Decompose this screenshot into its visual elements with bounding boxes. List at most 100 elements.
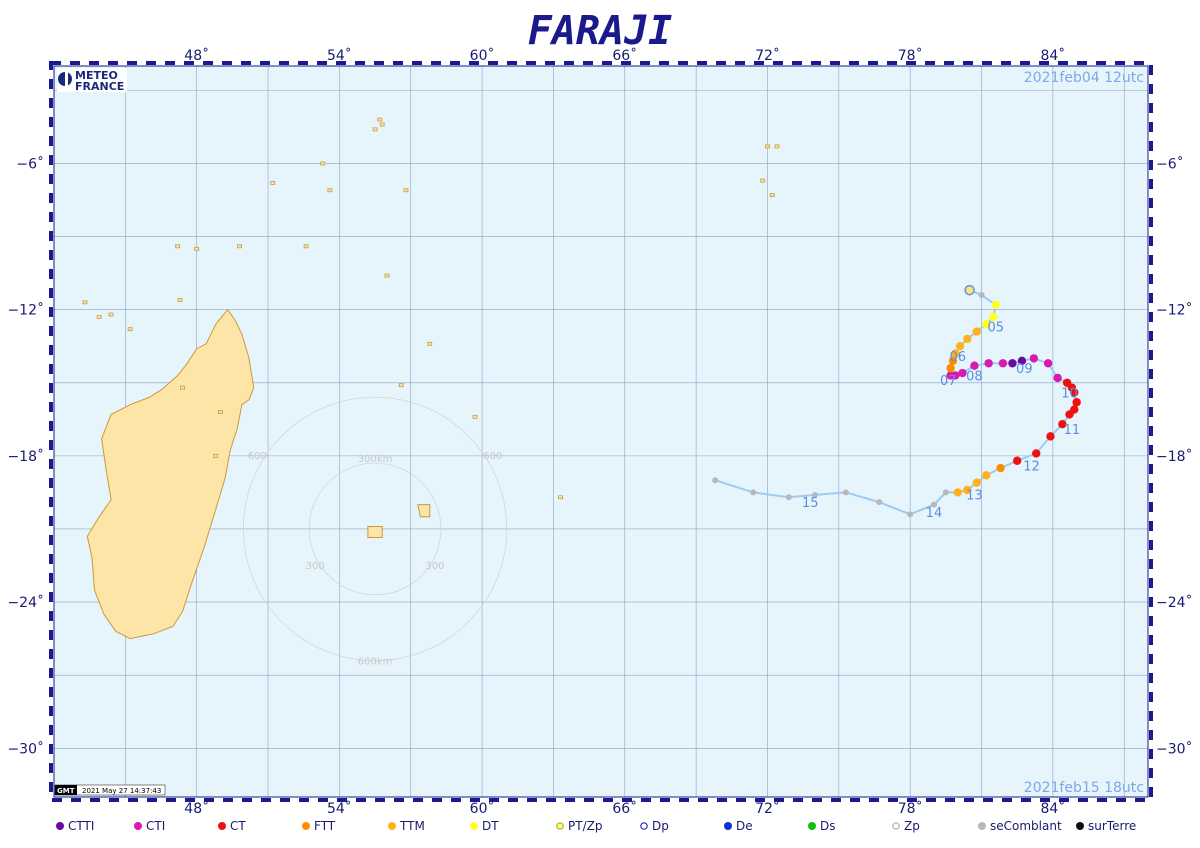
track-point-ttm: [972, 327, 981, 336]
track-point-ttm: [963, 485, 972, 495]
map-frame: [49, 61, 1153, 802]
day-label-09: 09: [1016, 362, 1033, 377]
legend-marker: [470, 822, 478, 830]
day-label-14: 14: [926, 506, 943, 521]
legend-item-pt-zp: PT/Zp: [556, 819, 602, 833]
track-point-secomblant: [750, 489, 757, 496]
day-label-07: 07: [940, 374, 957, 389]
legend-label: Ds: [820, 819, 836, 833]
legend-marker: [808, 822, 816, 830]
track-point-dt: [991, 300, 1000, 309]
island: [427, 341, 433, 346]
generation-stamp: GMT 2021 May 27 14:37:43: [54, 784, 166, 796]
track-point-dp: [964, 284, 975, 296]
island: [377, 117, 383, 122]
lon-tick-top: 54˚: [327, 47, 352, 64]
island: [320, 161, 326, 166]
island: [769, 193, 775, 198]
legend-marker: [1076, 822, 1084, 830]
island: [303, 244, 309, 249]
legend-item-dp: Dp: [640, 819, 669, 833]
island: [96, 315, 102, 319]
lon-tick-top: 72˚: [755, 47, 780, 64]
legend-label: Dp: [652, 819, 669, 833]
end-date: 2021feb15 18utc: [1024, 780, 1144, 796]
legend-marker: [892, 822, 900, 830]
legend-item-de: De: [724, 819, 753, 833]
day-label-06: 06: [949, 350, 966, 365]
legend-marker: [56, 822, 64, 830]
track-point-ftt: [948, 356, 958, 366]
legend-marker: [218, 822, 226, 830]
track-point-ftt: [996, 463, 1005, 473]
legend-label: DT: [482, 819, 499, 833]
legend-item-dt: DT: [470, 819, 499, 833]
island: [213, 453, 219, 458]
lon-tick-top: 48˚: [184, 47, 209, 64]
lon-tick-top: 66˚: [612, 47, 637, 64]
track-point-ctti: [1017, 356, 1027, 366]
track-point-secomblant: [907, 511, 914, 518]
track-point-ftt: [946, 363, 955, 373]
track-point-ct: [1072, 398, 1081, 407]
lon-tick-top: 84˚: [1040, 47, 1065, 64]
track-point-secomblant: [876, 499, 883, 506]
range-ring: [242, 396, 508, 662]
lon-tick-bottom: 78˚: [898, 800, 923, 817]
legend-item-ctti: CTTI: [56, 819, 94, 833]
island: [403, 188, 409, 193]
logo-line1: METEO: [75, 69, 118, 82]
island: [760, 178, 766, 183]
storm-title: FARAJI: [528, 8, 673, 54]
legend-marker: [978, 822, 986, 830]
legend-label: Zp: [904, 819, 920, 833]
day-label-05: 05: [988, 321, 1005, 336]
island: [127, 327, 133, 332]
lat-tick-left: −18˚: [7, 448, 44, 465]
lat-tick-right: −24˚: [1156, 594, 1193, 611]
range-ring-label: 300: [306, 561, 325, 572]
island: [472, 414, 478, 419]
track-point-ct: [1058, 419, 1067, 429]
track-point-cti: [958, 368, 967, 378]
track-point-secomblant: [942, 489, 949, 496]
island: [194, 246, 200, 251]
mauritius: [417, 504, 431, 518]
track-point-dt: [989, 312, 998, 322]
day-label-13: 13: [966, 489, 983, 504]
range-ring: [308, 462, 442, 596]
island: [774, 144, 780, 149]
lat-tick-right: −12˚: [1156, 302, 1193, 319]
island: [384, 273, 390, 278]
storm-track: [712, 284, 1081, 518]
track-point-ttm: [963, 334, 972, 344]
island: [270, 181, 276, 185]
madagascar: [86, 308, 255, 640]
island: [558, 495, 563, 500]
lat-tick-left: −12˚: [7, 302, 44, 319]
track-point-cti: [970, 361, 979, 370]
legend: CTTI CTI CT FTT TTM DT PT/Zp Dp De Ds Zp seComblant…: [56, 819, 1136, 833]
track-point-ttm: [955, 342, 965, 351]
lat-tick-left: −24˚: [7, 594, 44, 611]
lat-tick-left: −30˚: [7, 740, 44, 757]
lat-tick-left: −6˚: [16, 155, 44, 172]
start-date: 2021feb04 12utc: [1024, 70, 1144, 86]
track-point-ttm: [972, 478, 981, 487]
legend-label: TTM: [399, 819, 425, 833]
track-point-ct: [1070, 405, 1079, 414]
legend-marker: [134, 822, 142, 830]
legend-label: CT: [230, 819, 246, 833]
lat-tick-right: −18˚: [1156, 448, 1193, 465]
legend-marker: [556, 822, 564, 830]
range-ring-label: 300: [425, 561, 444, 572]
track-point-secomblant: [712, 477, 719, 484]
island: [175, 244, 181, 249]
island: [108, 312, 114, 317]
range-rings: 300km 600km 300 300 600 600: [242, 396, 508, 668]
track-point-secomblant: [930, 501, 937, 508]
legend-item-zp: Zp: [892, 819, 920, 833]
lat-tick-right: −6˚: [1156, 155, 1184, 172]
island: [379, 122, 385, 127]
legend-item-surterre: surTerre: [1076, 819, 1136, 833]
